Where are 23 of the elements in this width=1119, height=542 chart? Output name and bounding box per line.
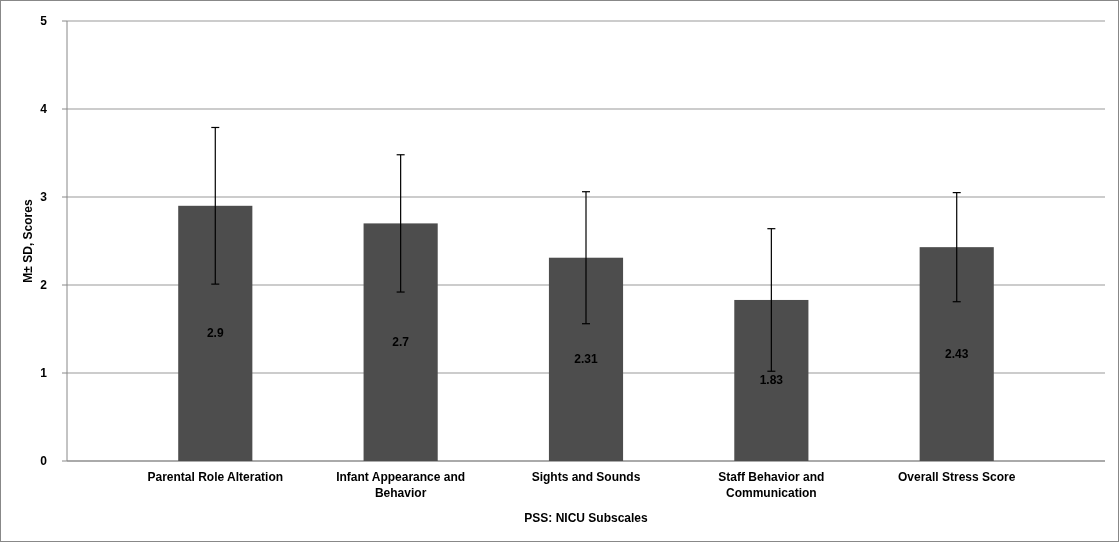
data-label: 1.83 [759, 373, 784, 388]
data-label: 2.7 [392, 335, 410, 350]
x-tick-label: Infant Appearance and Behavior [336, 470, 466, 500]
bar [548, 257, 624, 461]
y-tick-label: 4 [40, 102, 48, 116]
x-tick-label: Parental Role Alteration [147, 470, 284, 484]
y-tick-label: 0 [40, 454, 48, 468]
data-label: 2.43 [945, 347, 969, 362]
data-label: 2.31 [574, 352, 598, 367]
bar [734, 299, 809, 461]
y-tick-label: 1 [40, 366, 48, 380]
y-tick-label: 5 [40, 14, 48, 28]
bar [178, 205, 253, 461]
y-tick-label: 3 [40, 190, 48, 204]
data-label: 2.9 [206, 326, 224, 341]
x-axis-title: PSS: NICU Subscales [524, 511, 649, 525]
y-tick-label: 2 [40, 278, 48, 292]
x-tick-label: Overall Stress Score [898, 470, 1016, 484]
y-axis-title: M± SD, Scores [21, 199, 35, 283]
x-tick-label: Sights and Sounds [531, 470, 641, 484]
x-tick-label: Staff Behavior and Communication [718, 470, 825, 500]
bar [919, 247, 994, 461]
bar [363, 223, 438, 461]
